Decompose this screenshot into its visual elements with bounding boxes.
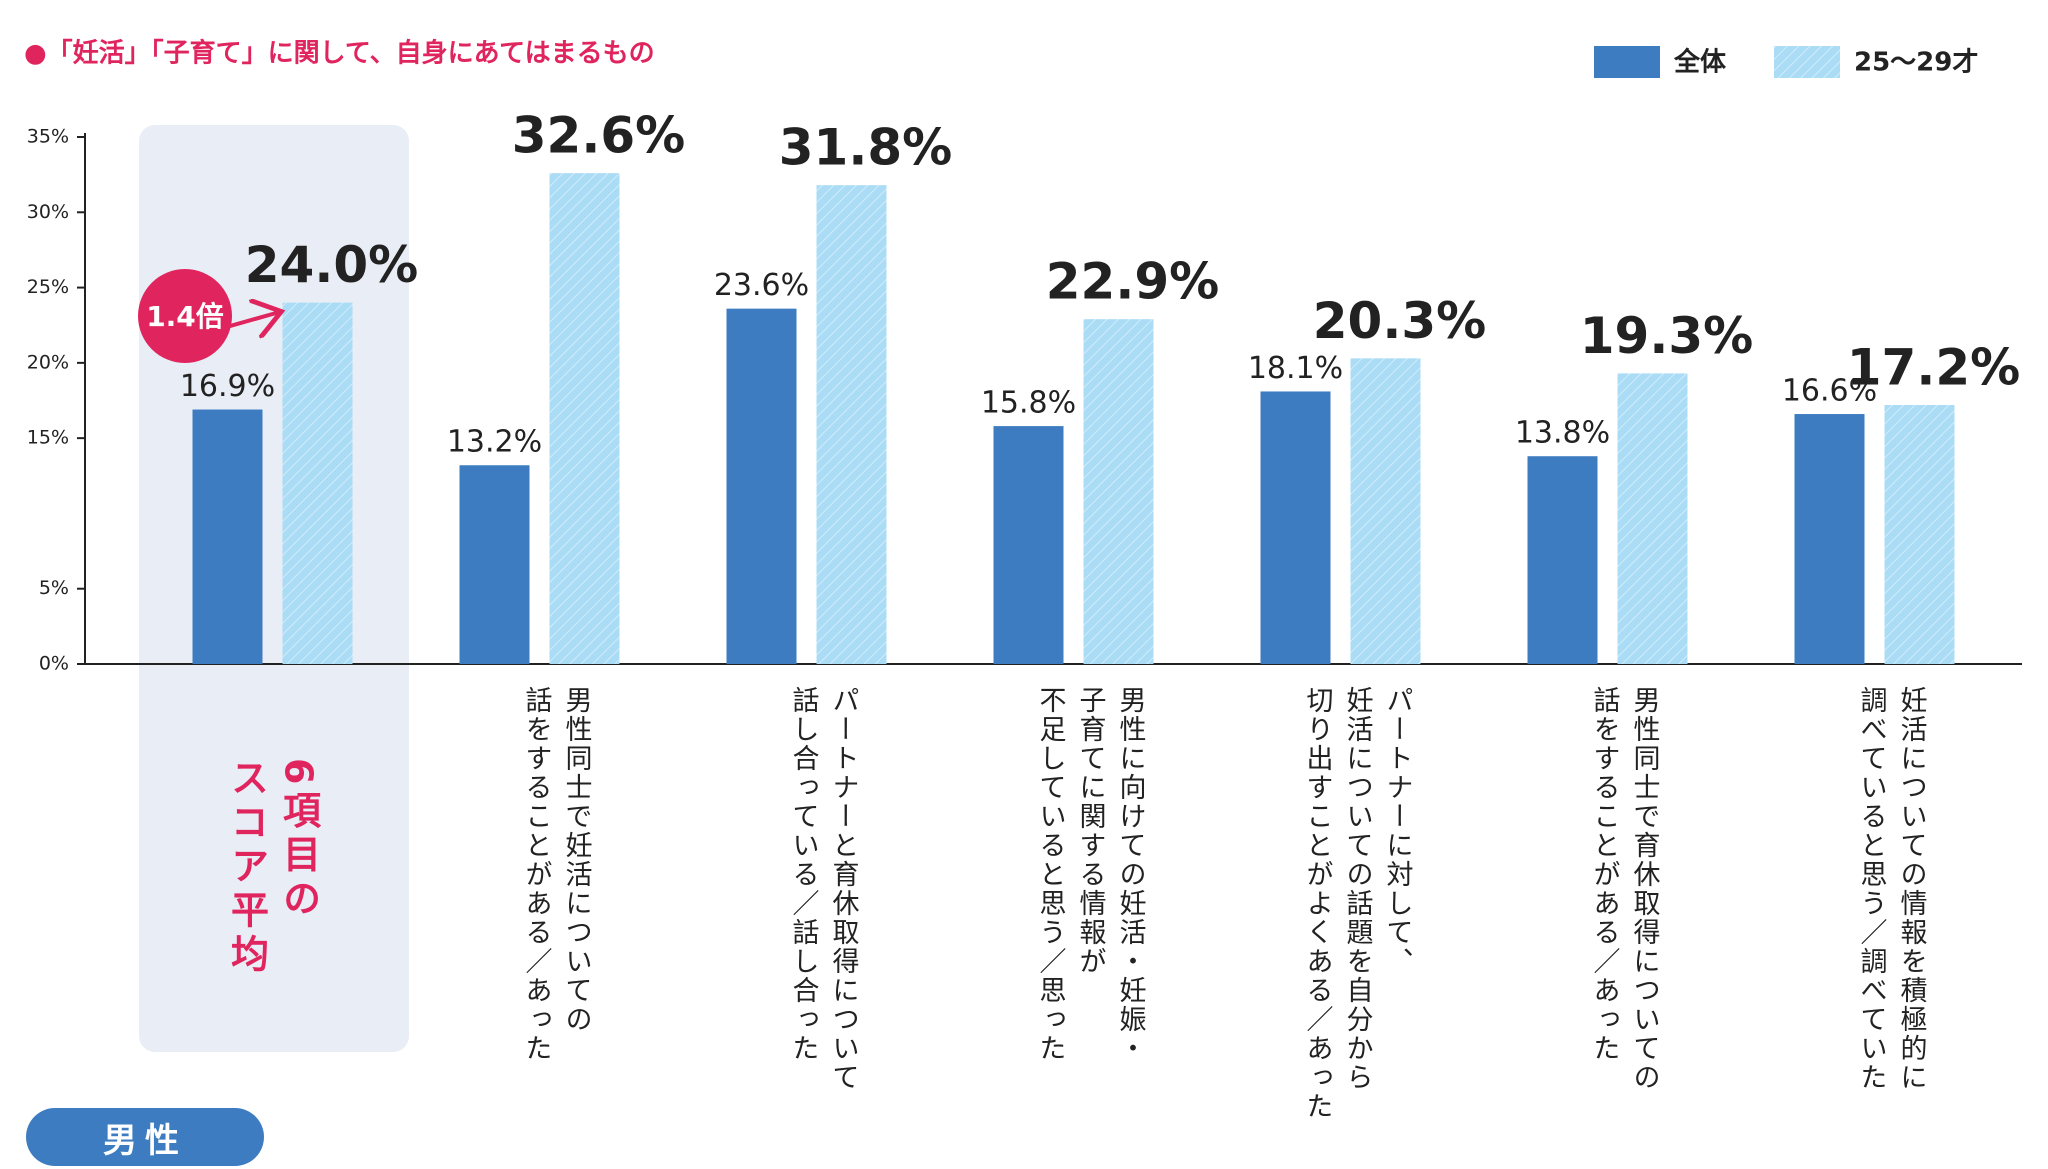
chart-title: ●「妊活」「子育て」に関して、自身にあてはまるもの bbox=[24, 38, 655, 69]
bar bbox=[1794, 414, 1865, 664]
legend-swatch bbox=[1774, 46, 1840, 78]
y-tick-label: 15% bbox=[27, 427, 69, 449]
value-label: 32.6% bbox=[512, 107, 685, 165]
annotation: 1.4倍 bbox=[146, 300, 224, 333]
bar bbox=[282, 302, 353, 664]
x-tick-label: 男性同士で育休取得についての 話をすることがある／あった bbox=[1588, 686, 1660, 1092]
bar bbox=[549, 173, 620, 664]
y-tick-label: 0% bbox=[39, 653, 69, 675]
bar bbox=[1350, 358, 1421, 664]
x-tick-label: パートナーに対して、 妊活についての話題を自分から 切り出すことがよくある／あっ… bbox=[1301, 686, 1413, 1121]
y-tick-label: 20% bbox=[27, 351, 69, 373]
value-label: 24.0% bbox=[245, 236, 418, 294]
y-tick-label: 25% bbox=[27, 276, 69, 298]
bar bbox=[726, 308, 797, 664]
value-label: 13.8% bbox=[1515, 416, 1610, 451]
x-tick-label: 男性同士で妊活についての 話をすることがある／あった bbox=[520, 686, 592, 1063]
value-label: 16.6% bbox=[1782, 374, 1877, 409]
bar bbox=[192, 409, 263, 664]
x-tick-label: 男性に向けての妊活・妊娠・ 子育てに関する情報が 不足していると思う／思った bbox=[1034, 686, 1146, 1063]
bar bbox=[1527, 456, 1598, 664]
value-label: 20.3% bbox=[1313, 292, 1486, 350]
legend-label: 全体 bbox=[1673, 47, 1727, 78]
annotation-badge bbox=[138, 269, 232, 363]
value-label: 15.8% bbox=[981, 386, 1076, 421]
bar bbox=[993, 426, 1064, 664]
value-label: 17.2% bbox=[1847, 339, 2020, 397]
bar bbox=[1083, 319, 1154, 664]
bar bbox=[1617, 373, 1688, 664]
x-tick-label: パートナーと育休取得について 話し合っている／話し合った bbox=[787, 686, 859, 1092]
y-tick-label: 30% bbox=[27, 201, 69, 223]
value-label: 23.6% bbox=[714, 268, 809, 303]
y-tick-label: 35% bbox=[27, 126, 69, 148]
value-label: 19.3% bbox=[1580, 307, 1753, 365]
legend-swatch bbox=[1594, 46, 1660, 78]
bar bbox=[816, 185, 887, 664]
value-label: 13.2% bbox=[447, 425, 542, 460]
bar bbox=[1260, 391, 1331, 664]
value-label: 22.9% bbox=[1046, 253, 1219, 311]
value-label: 31.8% bbox=[779, 119, 952, 177]
legend-label: 25～29才 bbox=[1854, 48, 1978, 78]
value-label: 18.1% bbox=[1248, 351, 1343, 386]
bar bbox=[1884, 405, 1955, 664]
y-tick-label: 5% bbox=[39, 577, 69, 599]
x-tick-label: 妊活についての情報を積極的に 調べていると思う／調べていた bbox=[1855, 686, 1927, 1092]
panel-label: 男性 bbox=[26, 1108, 264, 1166]
value-label: 16.9% bbox=[180, 369, 275, 404]
x-tick-label: 6項目の スコア平均 bbox=[224, 758, 321, 978]
bar bbox=[459, 465, 530, 664]
